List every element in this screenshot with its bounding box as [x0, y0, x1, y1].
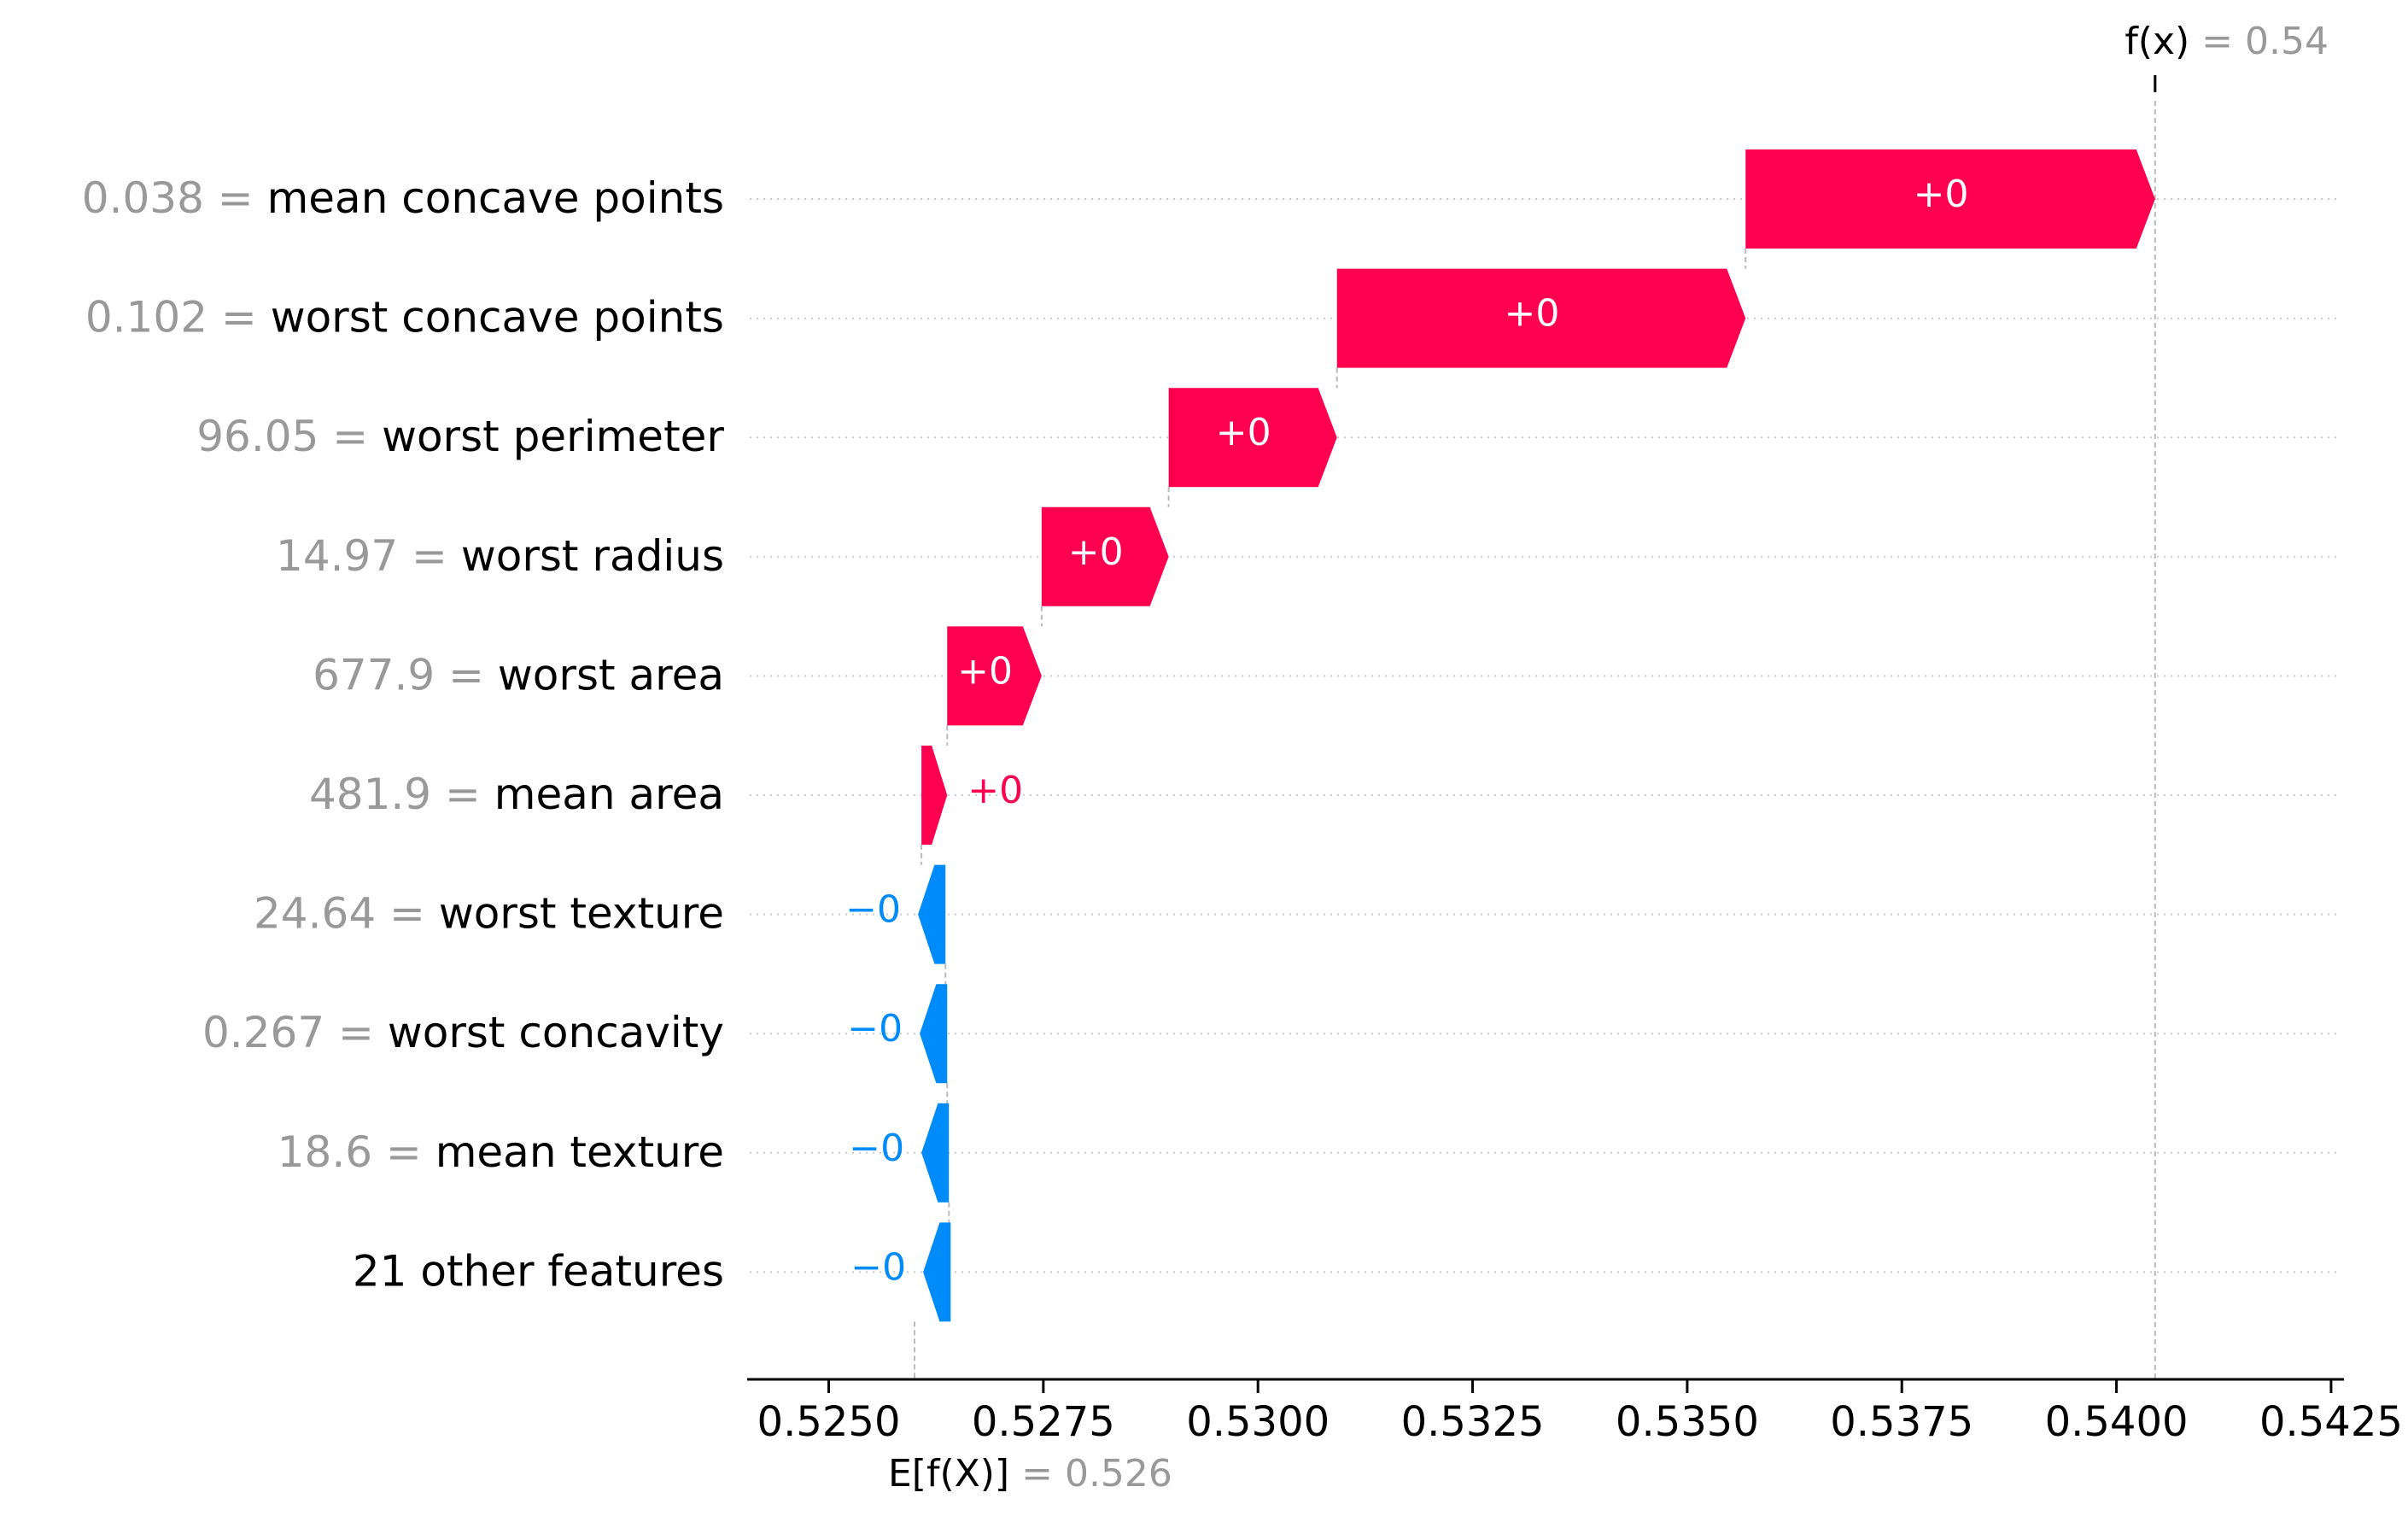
feature-equals: = — [319, 412, 382, 461]
contribution-bars — [918, 149, 2155, 1322]
x-tick-label: 0.5300 — [1186, 1398, 1330, 1446]
x-tick-label: 0.5275 — [972, 1398, 1115, 1446]
contribution-bar — [1745, 149, 2155, 249]
contribution-label: −0 — [847, 1007, 903, 1051]
output-value-label: f(x) = 0.54 — [2125, 20, 2329, 63]
x-tick-label: 0.5350 — [1616, 1398, 1759, 1446]
feature-value: 0.038 — [82, 173, 204, 223]
x-tick-label: 0.5375 — [1830, 1398, 1973, 1446]
feature-equals: = — [324, 1008, 388, 1057]
x-tick-label: 0.5425 — [2259, 1398, 2403, 1446]
reference-lines — [914, 75, 2157, 1379]
feature-label: 14.97 = worst radius — [276, 530, 724, 580]
feature-equals: = — [431, 770, 494, 819]
feature-label: 0.038 = mean concave points — [82, 173, 724, 223]
feature-name: worst area — [498, 650, 724, 699]
contribution-bar — [947, 626, 1042, 726]
feature-value: 0.267 — [202, 1008, 324, 1057]
feature-label: 18.6 = mean texture — [278, 1127, 724, 1176]
feature-name: mean texture — [435, 1127, 724, 1176]
feature-name: mean area — [494, 770, 724, 819]
contribution-bar — [923, 1222, 951, 1322]
contribution-label: −0 — [850, 1245, 906, 1289]
contribution-label: +0 — [967, 769, 1023, 812]
feature-value: 96.05 — [196, 412, 319, 461]
feature-name: worst perimeter — [382, 412, 724, 461]
output-label-expr: f(x) — [2125, 20, 2189, 63]
feature-label: 96.05 = worst perimeter — [196, 412, 724, 461]
feature-label: 24.64 = worst texture — [254, 888, 724, 938]
feature-value: 481.9 — [309, 770, 431, 819]
feature-equals: = — [398, 530, 461, 580]
contribution-label: +0 — [1216, 411, 1271, 454]
feature-value: 14.97 — [276, 530, 398, 580]
feature-labels: 0.038 = mean concave points 0.102 = worst… — [82, 173, 725, 1296]
feature-value: 18.6 — [278, 1127, 372, 1176]
base-label-expr: E[f(X)] — [888, 1452, 1009, 1496]
base-value-label: E[f(X)] = 0.526 — [888, 1452, 1172, 1496]
feature-name: mean concave points — [267, 173, 724, 223]
feature-name: worst concave points — [271, 292, 724, 342]
feature-value: 24.64 — [254, 888, 376, 938]
feature-label: 677.9 = worst area — [313, 650, 724, 699]
feature-name: worst texture — [439, 888, 724, 938]
feature-name: 21 other features — [353, 1246, 724, 1296]
contribution-bar — [920, 984, 948, 1084]
contribution-labels: +0 +0 +0 +0 +0 +0 −0 −0 −0 −0 — [845, 173, 1968, 1289]
contribution-label: +0 — [1505, 292, 1560, 336]
contribution-bar — [1336, 268, 1746, 368]
feature-value: 677.9 — [313, 650, 435, 699]
output-label-eq: = 0.54 — [2189, 20, 2329, 63]
x-axis: 0.5250 0.5275 0.5300 0.5325 0.5350 0.5375 0.54… — [747, 1378, 2403, 1446]
value-annotations: f(x) = 0.54 E[f(X)] = 0.526 — [888, 20, 2329, 1496]
feature-equals: = — [204, 173, 267, 223]
feature-label: 481.9 = mean area — [309, 770, 724, 819]
feature-label: 0.267 = worst concavity — [202, 1008, 724, 1057]
feature-value: 0.102 — [85, 292, 207, 342]
contribution-bar — [921, 746, 948, 845]
contribution-bar — [1041, 506, 1169, 606]
contribution-bar — [1168, 388, 1337, 488]
contribution-label: −0 — [845, 888, 901, 932]
feature-equals: = — [372, 1127, 435, 1176]
base-label-eq: = 0.526 — [1009, 1452, 1172, 1496]
feature-equals: = — [376, 888, 439, 938]
feature-label: 0.102 = worst concave points — [85, 292, 724, 342]
feature-label: 21 other features — [353, 1246, 724, 1296]
x-tick-label: 0.5325 — [1401, 1398, 1545, 1446]
feature-name: worst radius — [461, 530, 724, 580]
contribution-label: −0 — [849, 1127, 904, 1170]
contribution-bar — [918, 864, 946, 964]
x-tick-label: 0.5250 — [757, 1398, 901, 1446]
contribution-label: +0 — [957, 649, 1013, 693]
contribution-label: +0 — [1068, 530, 1124, 574]
contribution-label: +0 — [1914, 173, 1969, 216]
feature-equals: = — [435, 650, 498, 699]
feature-name: worst concavity — [388, 1008, 724, 1057]
contribution-bar — [921, 1103, 950, 1203]
feature-equals: = — [207, 292, 271, 342]
x-tick-label: 0.5400 — [2045, 1398, 2189, 1446]
